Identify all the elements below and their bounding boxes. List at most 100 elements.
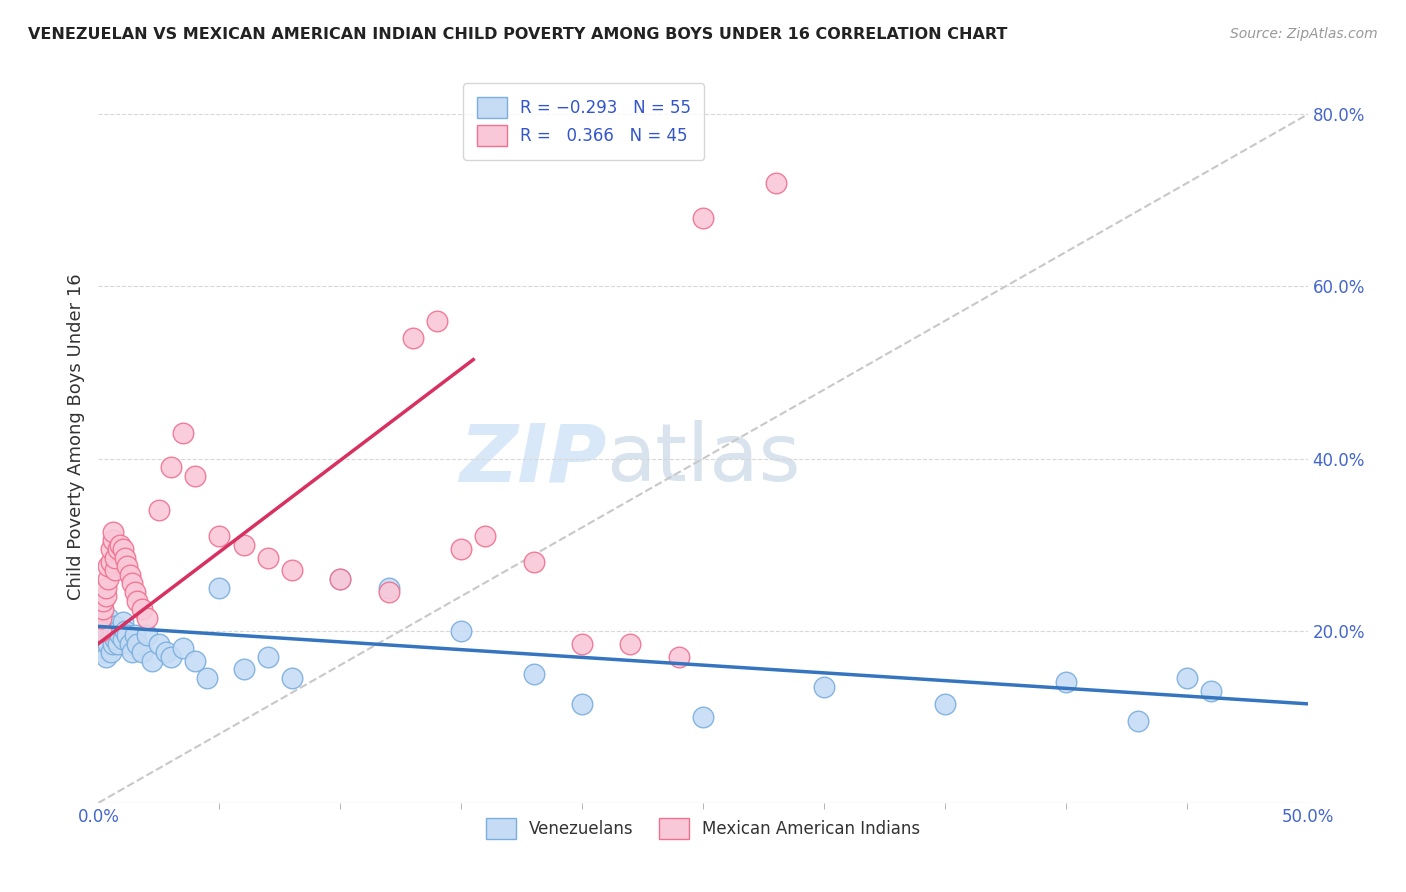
Point (571, 697, 593, 711)
Point (90, 628, 112, 642)
Point (141, 654, 163, 668)
Point (571, 637, 593, 651)
Point (668, 649, 690, 664)
Point (131, 602, 153, 616)
Point (208, 529, 231, 543)
Point (100, 645, 122, 659)
Point (108, 628, 131, 642)
Point (94, 589, 117, 603)
Point (121, 576, 143, 591)
Y-axis label: Child Poverty Among Boys Under 16: Child Poverty Among Boys Under 16 (66, 274, 84, 600)
Point (94, 649, 117, 664)
Point (101, 533, 124, 548)
Point (523, 666, 546, 681)
Point (1128, 714, 1150, 728)
Point (184, 468, 207, 483)
Point (104, 619, 127, 633)
Legend: Venezuelans, Mexican American Indians: Venezuelans, Mexican American Indians (479, 811, 927, 846)
Point (91, 632, 114, 647)
Point (91, 593, 114, 607)
Point (934, 697, 956, 711)
Point (135, 611, 157, 625)
Point (1199, 684, 1222, 698)
Point (104, 632, 127, 647)
Point (100, 619, 122, 633)
Point (281, 671, 304, 685)
Point (111, 632, 134, 647)
Text: atlas: atlas (606, 420, 800, 498)
Point (148, 637, 170, 651)
Point (155, 645, 177, 659)
Point (118, 567, 141, 582)
Point (118, 637, 141, 651)
Point (195, 671, 218, 685)
Point (90, 624, 112, 638)
Point (114, 624, 136, 638)
Point (101, 524, 124, 539)
Point (94, 640, 117, 655)
Point (107, 637, 129, 651)
Point (765, 176, 787, 190)
Point (474, 529, 496, 543)
Point (329, 572, 352, 586)
Point (124, 585, 146, 599)
Point (232, 538, 254, 552)
Point (1054, 675, 1077, 690)
Point (127, 593, 149, 607)
Point (117, 628, 139, 642)
Point (101, 637, 124, 651)
Point (172, 425, 194, 440)
Point (97, 572, 120, 586)
Point (172, 640, 194, 655)
Point (148, 503, 170, 517)
Point (100, 628, 122, 642)
Point (107, 624, 129, 638)
Point (91, 624, 114, 638)
Point (281, 564, 304, 578)
Point (692, 211, 714, 225)
Point (402, 331, 425, 345)
Point (91, 602, 114, 616)
Text: Source: ZipAtlas.com: Source: ZipAtlas.com (1230, 27, 1378, 41)
Point (90, 611, 112, 625)
Point (426, 314, 449, 328)
Point (111, 541, 134, 556)
Point (160, 649, 183, 664)
Point (97, 611, 120, 625)
Point (184, 654, 207, 668)
Text: ZIP: ZIP (458, 420, 606, 498)
Point (208, 581, 231, 595)
Point (127, 637, 149, 651)
Point (135, 628, 157, 642)
Point (104, 564, 127, 578)
Point (100, 541, 122, 556)
Point (94, 615, 117, 629)
Point (124, 628, 146, 642)
Point (692, 710, 714, 724)
Point (100, 555, 122, 569)
Point (97, 624, 120, 638)
Point (108, 538, 131, 552)
Point (131, 645, 153, 659)
Text: VENEZUELAN VS MEXICAN AMERICAN INDIAN CHILD POVERTY AMONG BOYS UNDER 16 CORRELAT: VENEZUELAN VS MEXICAN AMERICAN INDIAN CH… (28, 27, 1008, 42)
Point (104, 550, 127, 565)
Point (97, 559, 120, 574)
Point (90, 637, 112, 651)
Point (329, 572, 352, 586)
Point (1175, 671, 1198, 685)
Point (450, 541, 472, 556)
Point (377, 585, 399, 599)
Point (450, 624, 472, 638)
Point (377, 581, 399, 595)
Point (256, 649, 278, 664)
Point (107, 541, 129, 556)
Point (117, 559, 139, 574)
Point (111, 615, 134, 629)
Point (114, 550, 136, 565)
Point (121, 645, 143, 659)
Point (91, 645, 114, 659)
Point (523, 555, 546, 569)
Point (256, 550, 278, 565)
Point (813, 680, 835, 694)
Point (160, 460, 183, 475)
